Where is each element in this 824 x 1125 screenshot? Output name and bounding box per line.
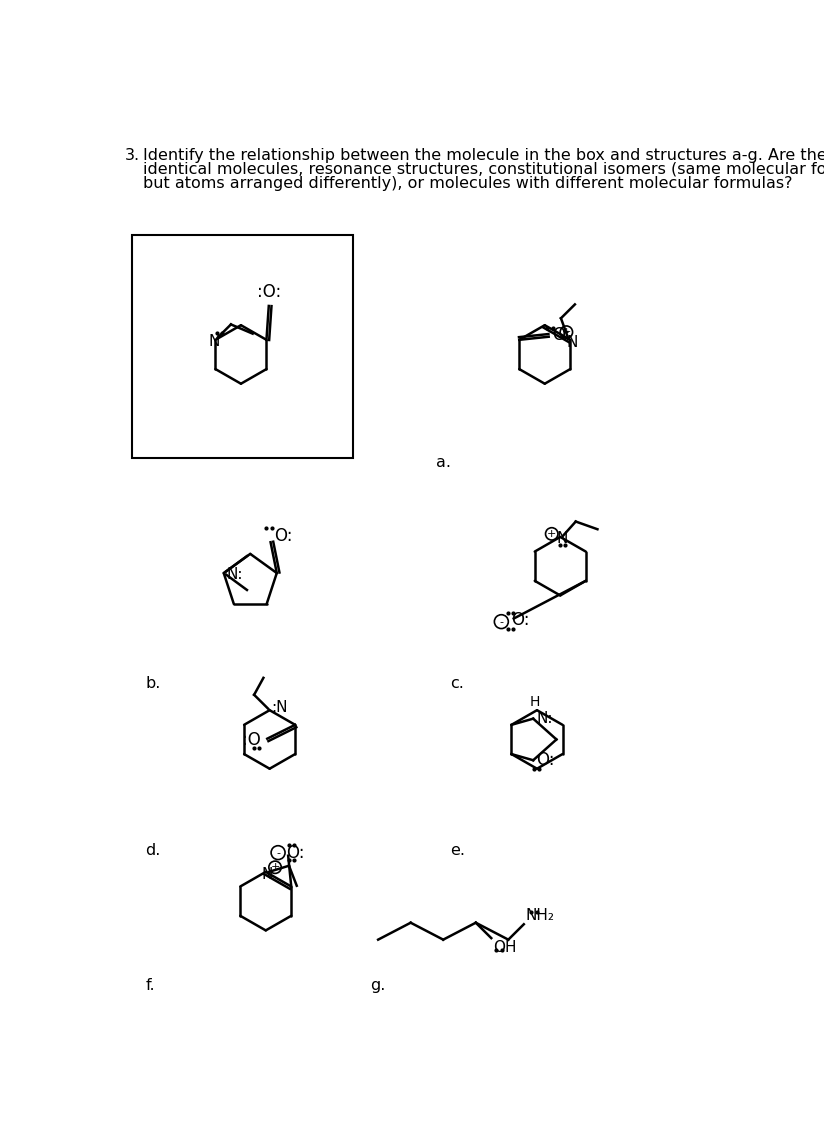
Text: -: - — [276, 847, 280, 857]
Text: b.: b. — [146, 676, 161, 691]
Text: g.: g. — [370, 978, 386, 993]
Text: d.: d. — [146, 844, 161, 858]
Text: O:: O: — [552, 326, 570, 344]
Text: NH₂: NH₂ — [526, 908, 555, 922]
Text: but atoms arranged differently), or molecules with different molecular formulas?: but atoms arranged differently), or mole… — [143, 176, 793, 191]
Text: O:: O: — [287, 844, 305, 862]
Text: N:: N: — [536, 711, 553, 726]
Text: N: N — [556, 531, 568, 546]
Text: +: + — [562, 327, 571, 338]
Text: 3.: 3. — [124, 148, 140, 163]
Text: f.: f. — [146, 978, 155, 993]
Text: Identify the relationship between the molecule in the box and structures a-g. Ar: Identify the relationship between the mo… — [143, 148, 824, 163]
Text: N: N — [566, 334, 578, 350]
Text: N:: N: — [226, 567, 242, 582]
Text: +: + — [547, 529, 556, 539]
Text: H: H — [530, 694, 540, 709]
Bar — [133, 235, 353, 458]
Text: :O:: :O: — [256, 284, 281, 302]
Text: -: - — [499, 616, 503, 627]
Text: N: N — [209, 334, 220, 349]
Text: a.: a. — [436, 455, 452, 469]
Text: e.: e. — [450, 844, 466, 858]
Text: O:: O: — [511, 611, 529, 629]
Text: c.: c. — [450, 676, 464, 691]
Text: N: N — [261, 866, 273, 882]
Text: +: + — [270, 862, 279, 872]
Text: O:: O: — [274, 528, 293, 546]
Text: identical molecules, resonance structures, constitutional isomers (same molecula: identical molecules, resonance structure… — [143, 162, 824, 177]
Text: O:: O: — [536, 752, 555, 770]
Text: OH: OH — [493, 939, 517, 955]
Text: :O: :O — [242, 731, 261, 749]
Text: :N: :N — [271, 700, 288, 714]
